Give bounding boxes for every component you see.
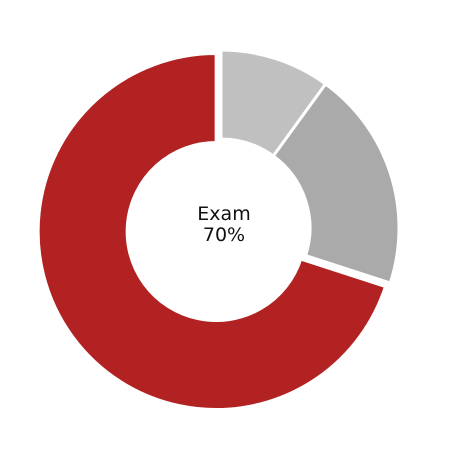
donut-slice-exam — [36, 52, 387, 411]
center-label-name: Exam — [197, 203, 250, 225]
donut-slices — [36, 48, 401, 411]
donut-slice-2 — [271, 82, 401, 285]
center-label-value: 70% — [203, 224, 245, 246]
